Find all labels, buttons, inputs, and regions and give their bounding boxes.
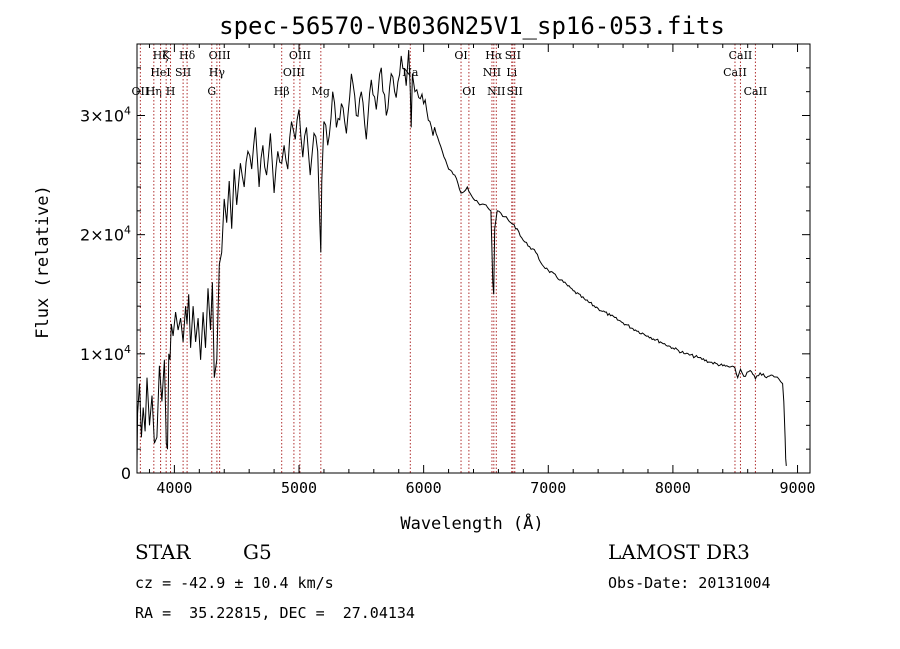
marker-label-15: Na [402, 66, 419, 79]
marker-label-19: Hα [485, 49, 503, 62]
y-axis-ticks: 0 1×104 2×104 3×104 [80, 67, 810, 483]
marker-label-4: K [162, 49, 171, 62]
marker-label-8: G [207, 85, 216, 98]
marker-label-25: CaII [729, 49, 753, 62]
marker-label-16: OI [454, 49, 467, 62]
survey-label: LAMOST DR3 [608, 540, 750, 564]
marker-label-9: Hγ [209, 66, 226, 79]
marker-label-22: SII [505, 49, 521, 62]
x-tick-label-8000: 8000 [655, 479, 691, 497]
chart-title: spec-56570-VB036N25V1_sp16-053.fits [219, 12, 725, 40]
x-axis-ticks: 4000 5000 6000 7000 8000 9000 [148, 44, 816, 497]
y-tick-label-10000: 1×104 [80, 343, 131, 364]
marker-label-13: OIII [289, 49, 311, 62]
marker-label-14: Mg [312, 85, 330, 98]
y-tick-label-30000: 3×104 [80, 105, 131, 126]
plot-frame [136, 43, 811, 474]
marker-label-1: Hη [146, 85, 162, 98]
marker-label-3: HeI [150, 66, 170, 79]
spectral-line-markers: OIIHηHζHeIKHSIIHδGHγOIIIHβOIIIOIIIMgNaOI… [132, 44, 768, 473]
marker-label-18: NII [483, 66, 501, 79]
y-tick-label-20000: 2×104 [80, 224, 131, 245]
coordinates-text: RA = 35.22815, DEC = 27.04134 [135, 604, 415, 622]
marker-label-24: CaII [723, 66, 747, 79]
marker-label-17: OI [462, 85, 475, 98]
marker-label-10: OIII [209, 49, 231, 62]
object-subclass: G5 [243, 540, 272, 564]
object-class: STAR [135, 540, 191, 564]
spectrum-line [136, 49, 787, 466]
x-tick-label-9000: 9000 [779, 479, 815, 497]
y-axis-label: Flux (relative) [33, 185, 53, 339]
marker-label-6: SII [175, 66, 191, 79]
marker-label-26: CaII [744, 85, 768, 98]
y-tick-label-0: 0 [121, 464, 131, 483]
marker-label-20: NII [487, 85, 505, 98]
marker-label-12: OIII [283, 66, 305, 79]
marker-label-23: SII [507, 85, 523, 98]
marker-label-21: Li [506, 66, 517, 79]
x-tick-label-7000: 7000 [530, 479, 566, 497]
marker-label-11: Hβ [274, 85, 290, 98]
x-axis-label: Wavelength (Å) [400, 512, 543, 534]
x-tick-label-4000: 4000 [156, 479, 192, 497]
x-tick-label-5000: 5000 [281, 479, 317, 497]
marker-label-7: Hδ [179, 49, 196, 62]
obs-date-text: Obs-Date: 20131004 [608, 574, 771, 592]
marker-label-5: H [166, 85, 176, 98]
x-tick-label-6000: 6000 [406, 479, 442, 497]
redshift-text: cz = -42.9 ± 10.4 km/s [135, 574, 334, 592]
